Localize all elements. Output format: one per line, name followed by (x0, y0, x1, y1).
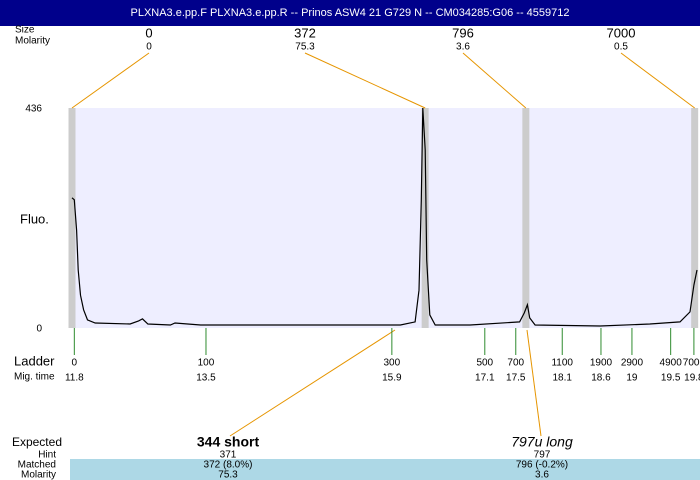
ladder-time: 18.6 (591, 373, 611, 384)
row-label: Molarity (15, 36, 50, 47)
header-title: PLXNA3.e.pp.F PLXNA3.e.pp.R -- Prinos AS… (130, 7, 569, 19)
peak-connector (71, 52, 150, 109)
row-label: Size (15, 25, 35, 36)
ladder-time: 19.8 (684, 373, 700, 384)
ladder-size: 1900 (590, 358, 613, 369)
ladder-time: 17.5 (506, 373, 526, 384)
connector (526, 329, 542, 437)
hint: 797 (534, 450, 551, 461)
expected: 797u long (511, 434, 573, 450)
ladder-time: 19.5 (661, 373, 681, 384)
header-bar (0, 0, 700, 26)
matched: 796 (-0.2%) (516, 460, 568, 471)
ladder-size: 700 (507, 358, 524, 369)
peak-connector (620, 52, 695, 109)
peak-connector (462, 52, 527, 109)
hint: 371 (220, 450, 237, 461)
time-label: Mig. time (14, 372, 55, 383)
trace (71, 107, 698, 327)
ladder-size: 300 (384, 358, 401, 369)
ladder-time: 15.9 (382, 373, 402, 384)
ladder-time: 18.1 (553, 373, 573, 384)
ladder-time: 17.1 (475, 373, 495, 384)
row-label: Matched (18, 460, 56, 471)
ladder-size: 2900 (621, 358, 644, 369)
y-tick-label: 0 (36, 324, 42, 335)
row-label: Expected (12, 435, 62, 449)
ladder-size: 7000 (683, 358, 700, 369)
y-tick-label: 436 (25, 104, 42, 115)
peak-molarity: 75.3 (295, 42, 315, 53)
ladder-size: 4900 (660, 358, 683, 369)
peak-band (522, 108, 530, 328)
ladder-size: 1100 (551, 358, 573, 369)
row-label: Hint (38, 450, 56, 461)
matched-band (70, 459, 700, 480)
ladder-time: 19 (626, 373, 638, 384)
matched: 372 (8.0%) (204, 460, 253, 471)
connector (229, 329, 396, 437)
peak-size: 796 (452, 25, 474, 40)
peak-molarity: 0 (146, 42, 152, 53)
ladder-size: 500 (476, 358, 493, 369)
ladder-time: 11.8 (65, 373, 84, 384)
peak-molarity: 3.6 (456, 42, 470, 53)
molarity: 75.3 (218, 470, 238, 480)
ladder-size: 100 (198, 358, 215, 369)
expected: 344 short (197, 434, 260, 450)
peak-size: 372 (294, 25, 316, 40)
plot-area (72, 108, 697, 328)
y-axis-label: Fluo. (20, 211, 49, 226)
peak-size: 0 (145, 25, 152, 40)
row-label: Molarity (21, 470, 56, 480)
peak-band (691, 108, 699, 328)
ladder-size: 0 (72, 358, 78, 369)
molarity: 3.6 (535, 470, 549, 480)
peak-band (421, 108, 429, 328)
peak-molarity: 0.5 (614, 42, 628, 53)
peak-connector (304, 52, 426, 109)
ladder-time: 13.5 (196, 373, 216, 384)
ladder-label: Ladder (14, 353, 55, 368)
peak-band (68, 108, 76, 328)
peak-size: 7000 (607, 25, 636, 40)
